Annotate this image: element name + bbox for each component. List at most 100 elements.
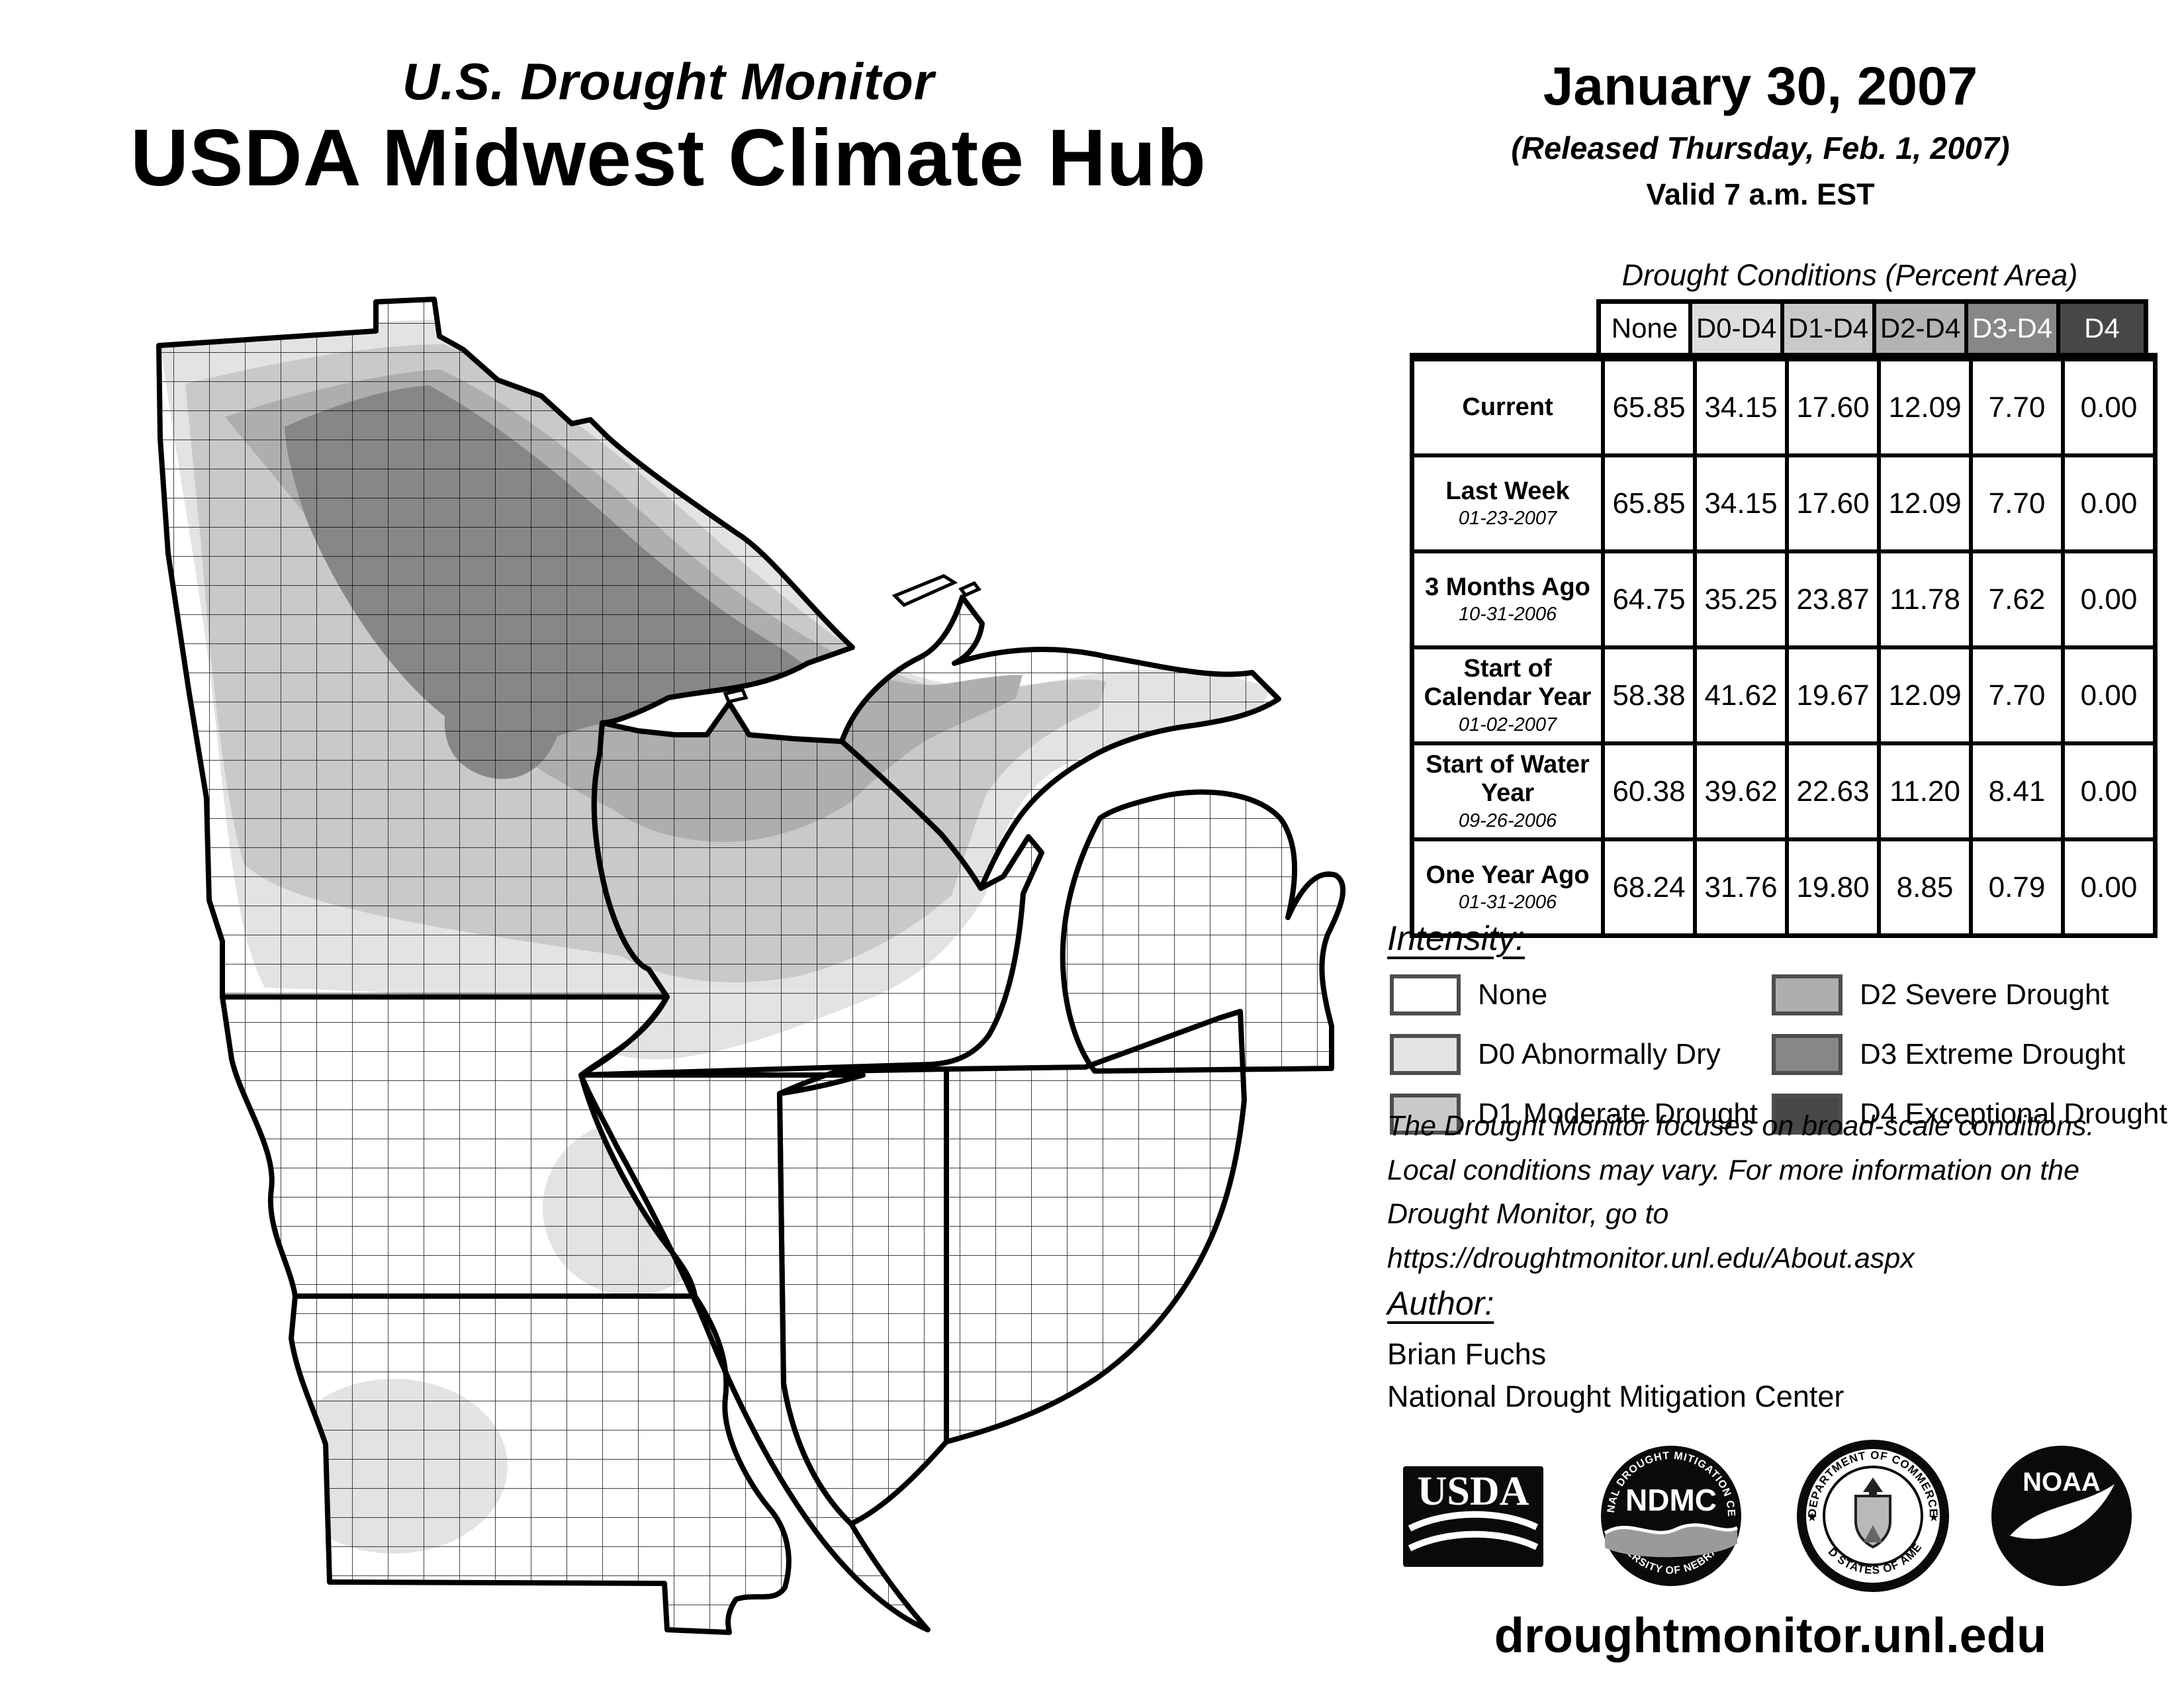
table-cell: 31.76 (1693, 837, 1785, 933)
legend-label: D0 Abnormally Dry (1478, 1038, 1721, 1070)
table-cell: 35.25 (1693, 549, 1785, 645)
table-cell: 68.24 (1601, 837, 1693, 933)
usda-logo: USDA (1403, 1466, 1543, 1567)
column-header-none: None (1596, 299, 1688, 353)
row-label-current: Current (1414, 357, 1601, 453)
ndmc-logo-text: NDMC (1625, 1483, 1717, 1517)
table-cell: 12.09 (1877, 645, 1969, 741)
table-cell: 7.70 (1969, 645, 2061, 741)
table-cell: 65.85 (1601, 357, 1693, 453)
legend-item-d2: D2 Severe Drought (1772, 974, 2109, 1015)
disclaimer-text: The Drought Monitor focuses on broad-sca… (1387, 1104, 2168, 1281)
row-label-3-months-ago: 3 Months Ago 10-31-2006 (1414, 549, 1601, 645)
legend-label: D3 Extreme Drought (1860, 1038, 2126, 1070)
table-cell: 64.75 (1601, 549, 1693, 645)
row-label-one-year-ago: One Year Ago 01-31-2006 (1414, 837, 1601, 933)
author-heading: Author: (1387, 1285, 1494, 1322)
table-cell: 7.70 (1969, 453, 2061, 549)
commerce-star-left: ★ (1807, 1511, 1817, 1524)
commerce-eagle (1863, 1477, 1883, 1496)
table-cell: 17.60 (1785, 453, 1877, 549)
logo-row: USDA NATIONAL DROUGHT MITIGATION CENTER … (1403, 1440, 2132, 1592)
table-header-row: None D0-D4 D1-D4 D2-D4 D3-D4 D4 (1596, 299, 2158, 353)
table-cell: 41.62 (1693, 645, 1785, 741)
table-cell: 8.85 (1877, 837, 1969, 933)
table-cell: 0.00 (2061, 357, 2153, 453)
noaa-logo-text: NOAA (2023, 1468, 2101, 1497)
table-cell: 60.38 (1601, 741, 1693, 837)
state-borders (156, 297, 1346, 1635)
legend-swatch-d0 (1390, 1034, 1461, 1075)
lake-superior-islands (723, 574, 981, 704)
legend-item-d3: D3 Extreme Drought (1772, 1034, 2125, 1075)
table-cell: 39.62 (1693, 741, 1785, 837)
table-cell: 8.41 (1969, 741, 2061, 837)
table-cell: 23.87 (1785, 549, 1877, 645)
legend-item-none: None (1390, 974, 1547, 1015)
ndmc-logo: NATIONAL DROUGHT MITIGATION CENTER UNIVE… (1601, 1446, 1741, 1586)
noaa-bird (2010, 1484, 2115, 1539)
drought-map (156, 297, 1346, 1635)
table-cell: 34.15 (1693, 453, 1785, 549)
table-cell: 65.85 (1601, 453, 1693, 549)
commerce-shield (1854, 1495, 1891, 1549)
table-title: Drought Conditions (Percent Area) (1621, 258, 2078, 292)
author-organization: National Drought Mitigation Center (1387, 1380, 1844, 1413)
valid-time: Valid 7 a.m. EST (1646, 177, 1875, 211)
disclaimer-line: The Drought Monitor focuses on broad-sca… (1387, 1110, 2095, 1142)
table-cell: 11.78 (1877, 549, 1969, 645)
column-header-d2d4: D2-D4 (1872, 299, 1964, 353)
row-label-start-calendar-year: Start of Calendar Year 01-02-2007 (1414, 645, 1601, 741)
report-date: January 30, 2007 (1543, 56, 1978, 117)
droughtmonitor-url[interactable]: droughtmonitor.unl.edu (1494, 1608, 2047, 1663)
noaa-logo: NOAA (1991, 1446, 2132, 1586)
release-date: (Released Thursday, Feb. 1, 2007) (1511, 130, 2010, 165)
legend-swatch-d3 (1772, 1034, 1843, 1075)
row-label-last-week: Last Week 01-23-2007 (1414, 453, 1601, 549)
drought-conditions-table: None D0-D4 D1-D4 D2-D4 D3-D4 D4 Current … (1410, 299, 2158, 938)
table-cell: 12.09 (1877, 357, 1969, 453)
table-cell: 0.00 (2061, 549, 2153, 645)
table-cell: 0.00 (2061, 453, 2153, 549)
legend-item-d4: D4 Exceptional Drought (1772, 1094, 2167, 1135)
legend-label: D4 Exceptional Drought (1860, 1098, 2167, 1130)
legend-swatch-d4 (1772, 1094, 1843, 1135)
author-name: Brian Fuchs (1387, 1337, 1547, 1371)
column-header-d1d4: D1-D4 (1780, 299, 1872, 353)
table-cell: 7.70 (1969, 357, 2061, 453)
table-cell: 7.62 (1969, 549, 2061, 645)
table-cell: 0.00 (2061, 837, 2153, 933)
legend-label: None (1478, 978, 1548, 1011)
commerce-seal: DEPARTMENT OF COMMERCE UNITED STATES OF … (1797, 1440, 1949, 1592)
row-label-start-water-year: Start of Water Year 09-26-2006 (1414, 741, 1601, 837)
table-cell: 19.80 (1785, 837, 1877, 933)
legend-swatch-d2 (1772, 974, 1843, 1015)
legend-item-d1: D1 Moderate Drought (1390, 1094, 1758, 1135)
table-cell: 0.00 (2061, 741, 2153, 837)
table-cell: 0.00 (2061, 645, 2153, 741)
commerce-star-right: ★ (1929, 1511, 1939, 1524)
disclaimer-line: Drought Monitor, go to https://droughtmo… (1387, 1198, 1915, 1274)
legend-label: D1 Moderate Drought (1478, 1098, 1758, 1130)
column-header-d4: D4 (2056, 299, 2148, 353)
report-supertitle: U.S. Drought Monitor (402, 52, 935, 111)
table-cell: 0.79 (1969, 837, 2061, 933)
page-title: USDA Midwest Climate Hub (130, 113, 1206, 203)
table-cell: 11.20 (1877, 741, 1969, 837)
legend-heading: Intensity: (1387, 919, 1525, 958)
legend-item-d0: D0 Abnormally Dry (1390, 1034, 1721, 1075)
table-cell: 58.38 (1601, 645, 1693, 741)
table-cell: 12.09 (1877, 453, 1969, 549)
county-boundaries (159, 299, 1343, 1632)
table-cell: 34.15 (1693, 357, 1785, 453)
table-cell: 17.60 (1785, 357, 1877, 453)
table-cell: 22.63 (1785, 741, 1877, 837)
disclaimer-line: Local conditions may vary. For more info… (1387, 1154, 2080, 1186)
legend-swatch-d1 (1390, 1094, 1461, 1135)
legend-label: D2 Severe Drought (1860, 978, 2109, 1011)
usda-logo-text: USDA (1418, 1469, 1529, 1514)
column-header-d3d4: D3-D4 (1964, 299, 2056, 353)
column-header-d0d4: D0-D4 (1688, 299, 1780, 353)
table-cell: 19.67 (1785, 645, 1877, 741)
